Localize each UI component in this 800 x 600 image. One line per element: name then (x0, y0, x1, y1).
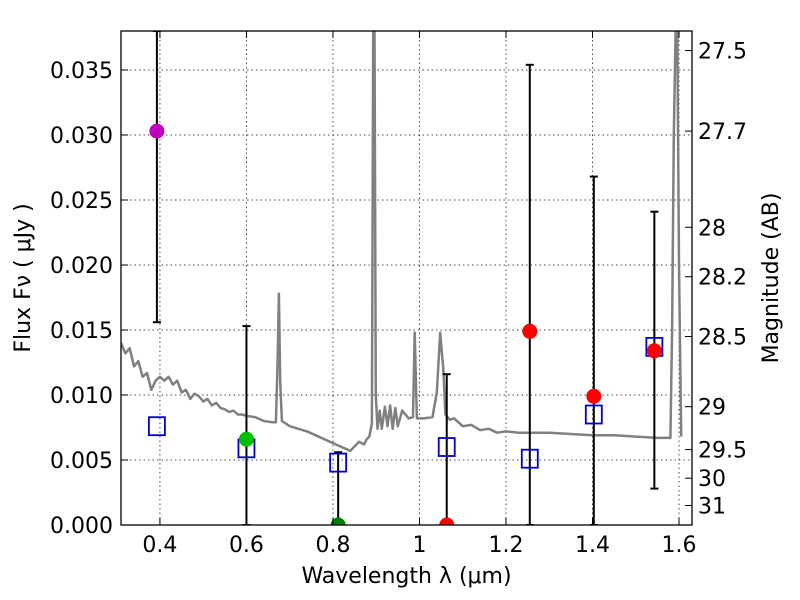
observed-point (522, 323, 538, 339)
observed-point (149, 123, 165, 139)
observed-point (330, 517, 346, 525)
y-tick-label: 0.035 (50, 59, 113, 84)
observed-series (149, 123, 662, 525)
x-tick-label: 1.4 (575, 533, 610, 558)
y-axis-label: Flux Fν ( μJy ) (11, 203, 36, 352)
y2-tick-label: 28 (698, 216, 726, 241)
model-point (437, 437, 456, 457)
y2-tick-label: 30 (698, 467, 726, 492)
model-point (520, 448, 539, 469)
y2-tick-label: 28.5 (698, 326, 747, 351)
y-tick-labels: 0.000 0.005 0.010 0.015 0.020 0.025 0.030 0.035 (50, 59, 113, 539)
sed-template-line (121, 31, 683, 453)
model-series (148, 336, 664, 473)
y2-tick-label: 27.7 (698, 120, 747, 145)
grid (121, 31, 692, 526)
x-tick-label: 1.2 (488, 533, 523, 558)
model-point (584, 404, 603, 425)
y2-tick-label: 28.2 (698, 266, 747, 291)
y-tick-label: 0.020 (50, 254, 113, 279)
observed-point (586, 388, 602, 404)
y2-tick-label: 29 (698, 396, 726, 421)
y2-tick-label: 27.5 (698, 40, 747, 65)
y-tick-label: 0.015 (50, 319, 113, 344)
sed-template-series (121, 31, 683, 453)
x-tick-label: 0.6 (229, 533, 264, 558)
x-tick-label: 0.4 (142, 533, 177, 558)
y2-tick-labels: 27.5 27.7 28 28.2 28.5 29 29.5 30 31 (698, 40, 747, 520)
model-point (329, 452, 348, 473)
y-tick-label: 0.030 (50, 124, 113, 149)
y-tick-label: 0.000 (50, 514, 113, 539)
y2-tick-label: 31 (698, 495, 726, 520)
x-tick-label: 0.8 (315, 533, 350, 558)
x-axis-label: Wavelength λ (μm) (301, 564, 511, 589)
y-tick-label: 0.025 (50, 189, 113, 214)
y-tick-label: 0.005 (50, 449, 113, 474)
x-tick-label: 1.6 (662, 533, 697, 558)
observed-point (439, 517, 455, 525)
y2-tick-label: 29.5 (698, 439, 747, 464)
error-bars (152, 31, 659, 525)
model-point (148, 416, 166, 437)
x-tick-label: 1 (412, 533, 426, 558)
observed-point (238, 431, 254, 447)
y-tick-label: 0.010 (50, 384, 113, 409)
plot-frame (120, 30, 693, 526)
ticks (121, 31, 692, 526)
x-tick-labels: 0.4 0.6 0.8 1 1.2 1.4 1.6 (142, 533, 696, 558)
observed-point (646, 343, 662, 359)
y2-axis-label: Magnitude (AB) (759, 193, 784, 364)
